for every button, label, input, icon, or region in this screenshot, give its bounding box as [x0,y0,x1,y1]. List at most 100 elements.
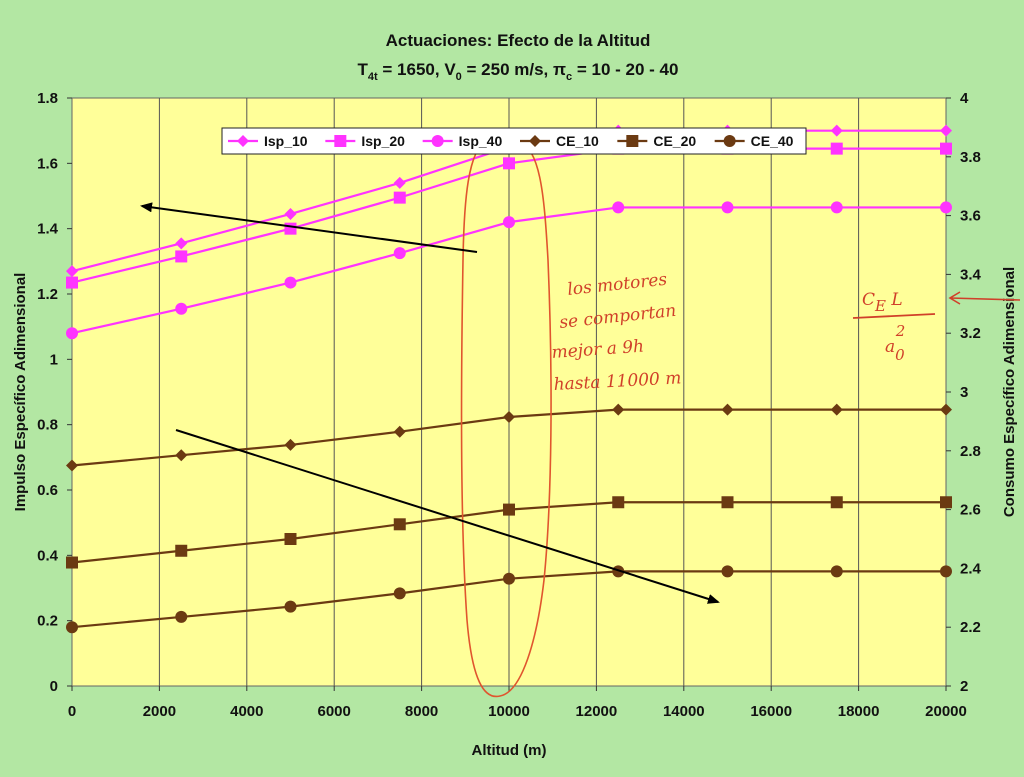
data-point-isp-20 [830,142,843,155]
data-point-ce-10 [393,425,406,438]
data-point-isp-40 [284,276,297,289]
legend-label: Isp_10 [264,133,308,149]
y-left-tick-label: 1.6 [37,155,58,172]
data-point-isp-10 [175,237,188,250]
y-right-tick-label: 2.6 [960,502,981,519]
data-point-ce-40 [66,621,78,634]
x-tick-label: 2000 [143,703,176,720]
y-left-tick-label: 0.8 [37,417,58,434]
data-point-isp-20 [940,142,952,155]
data-point-ce-10 [612,403,625,416]
data-point-ce-10 [503,410,515,423]
x-axis-label: Altitud (m) [472,742,547,759]
y-left-tick-label: 1.8 [37,90,58,107]
data-point-isp-10 [284,207,297,220]
data-point-ce-10 [175,449,188,462]
x-tick-label: 10000 [488,703,530,720]
legend-swatch-marker [334,135,347,147]
data-point-ce-20 [721,496,734,509]
annotation-ellipse [460,136,552,698]
data-point-ce-20 [66,556,78,569]
data-point-isp-40 [612,201,625,214]
data-point-ce-20 [284,533,297,545]
series-ce-20 [66,496,952,569]
data-point-ce-20 [940,496,952,509]
x-tick-label: 18000 [838,703,880,720]
y-left-tick-label: 0 [50,678,58,695]
annotation-formula: CE L a02 [852,290,1021,364]
grid-layer [158,98,860,686]
legend-label: Isp_40 [459,133,503,149]
tick-layer: 0 2000 4000 6000 8000 10000 12000 14000 16000 180… [37,90,981,720]
y-right-tick-label: 3.6 [960,208,981,225]
y-left-tick-label: 0.2 [37,613,58,630]
data-point-isp-40 [175,302,188,315]
legend-label: CE_10 [556,133,599,149]
data-point-ce-10 [284,438,297,451]
y-right-tick-label: 2.8 [960,443,981,460]
data-point-isp-40 [940,201,952,214]
formula-denominator: a02 [885,322,905,364]
legend-label: CE_20 [653,133,696,149]
y-axis-left-label: Impulso Específico Adimensional [12,273,29,512]
y-left-tick-label: 1.4 [37,221,59,238]
y-right-tick-label: 2.2 [960,619,981,636]
legend-swatch-marker [431,135,444,147]
legend-item-ce-40: CE_40 [714,133,794,149]
data-point-ce-10 [940,403,952,416]
data-point-ce-40 [284,600,297,613]
data-point-isp-40 [66,327,78,340]
y-right-tick-label: 3 [960,384,968,401]
series-ce-10 [66,403,952,472]
y-left-tick-label: 1 [50,351,58,368]
series-layer [66,124,952,634]
y-right-tick-label: 2 [960,678,968,695]
y-left-tick-label: 1.2 [37,286,58,303]
series-isp-40 [66,201,952,340]
series-ce-40 [66,565,952,634]
data-point-isp-40 [830,201,843,214]
y-right-tick-label: 4 [960,90,969,107]
legend-item-ce-10: CE_10 [520,133,599,149]
y-left-tick-label: 0.6 [37,482,58,499]
formula-arrow [948,291,1021,305]
formula-fraction-bar [852,313,936,319]
data-point-ce-10 [66,459,78,472]
data-point-ce-10 [721,403,734,416]
legend-item-isp-10: Isp_10 [228,133,308,149]
x-tick-label: 16000 [750,703,792,720]
y-right-tick-label: 2.4 [960,560,982,577]
data-point-ce-20 [393,518,406,531]
data-point-isp-20 [393,191,406,204]
legend-label: CE_40 [751,133,794,149]
trend-arrow-isp [140,202,478,253]
x-tick-label: 14000 [663,703,705,720]
data-point-ce-40 [830,565,843,578]
legend-swatch-marker [723,135,736,147]
x-tick-label: 8000 [405,703,438,720]
y-right-tick-label: 3.2 [960,325,981,342]
legend-item-ce-20: CE_20 [617,133,696,149]
data-point-isp-20 [284,222,297,235]
data-point-ce-40 [721,565,734,578]
formula-numerator: CE L [862,290,903,315]
data-point-isp-40 [393,247,406,260]
legend-swatch-marker [626,135,639,147]
legend-swatch-marker [529,135,541,147]
legend: Isp_10 Isp_20 Isp_40 CE_10 CE_20 CE_40 [221,127,807,155]
x-tick-label: 20000 [925,703,967,720]
data-point-isp-20 [175,250,188,263]
data-point-isp-20 [66,276,78,289]
y-right-tick-label: 3.8 [960,149,981,166]
data-point-isp-10 [940,124,952,137]
chart-title: Actuaciones: Efecto de la Altitud [386,31,651,50]
data-point-ce-40 [393,587,406,600]
y-axis-right-label: Consumo Específico Adimensional [1001,267,1018,517]
data-point-ce-40 [503,572,515,585]
legend-item-isp-40: Isp_40 [422,133,503,149]
x-tick-label: 6000 [318,703,351,720]
x-tick-label: 4000 [230,703,263,720]
data-point-ce-10 [830,403,843,416]
legend-box [221,127,807,155]
